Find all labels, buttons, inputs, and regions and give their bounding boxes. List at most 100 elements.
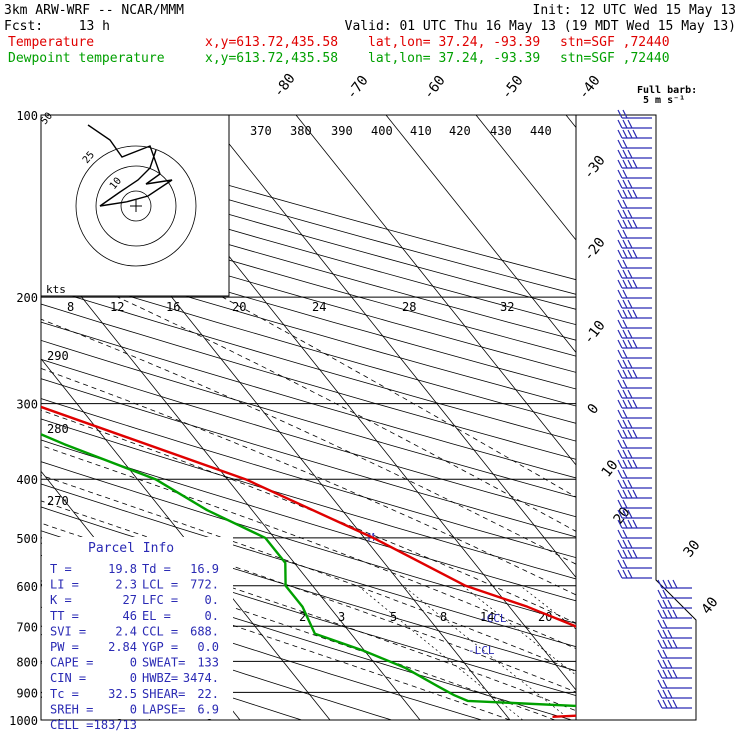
parcel-info-cell: CCL = — [142, 624, 178, 638]
isotherm-label: -50 — [499, 73, 527, 103]
parcel-info-cell: 16.9 — [190, 562, 219, 576]
wind-barb — [617, 529, 652, 539]
wind-barbs — [617, 109, 692, 709]
isotherm — [565, 115, 576, 129]
pressure-tick-label: 1000 — [9, 714, 38, 728]
isotherm — [645, 102, 740, 733]
dry-adiabat — [41, 252, 576, 407]
legend-temperature-stn: stn=SGF ,72440 — [560, 35, 670, 50]
wind-barb — [657, 609, 692, 619]
dry-adiabat — [41, 606, 394, 720]
isotherm-label: -40 — [576, 73, 604, 103]
theta-label: 290 — [47, 349, 69, 363]
wind-barb — [617, 499, 652, 509]
mixing-ratio-label: 3 — [338, 610, 345, 624]
parcel-info-cell: LCL = — [142, 578, 178, 592]
parcel-info-cell: CIN = — [50, 671, 86, 685]
wind-barb — [617, 469, 652, 479]
theta-label: 400 — [371, 124, 393, 138]
isotherm-label: -10 — [581, 318, 609, 348]
wind-barb — [657, 689, 692, 699]
wind-barb — [617, 269, 652, 279]
wind-barb — [617, 179, 652, 189]
parcel-info-cell: 772. — [190, 578, 219, 592]
wind-barb — [617, 259, 652, 269]
wind-barb — [617, 389, 652, 399]
isotherm-label: 30 — [681, 537, 704, 560]
pressure-tick-label: 200 — [16, 291, 38, 305]
legend-dewpoint-latlon: lat,lon= 37.24, -93.39 — [368, 51, 540, 66]
hodograph-trace — [87, 124, 173, 207]
dry-adiabat — [41, 269, 576, 424]
dry-adiabat — [41, 219, 576, 373]
isotherm-label: 40 — [699, 594, 722, 617]
isotherm — [41, 245, 421, 720]
parcel-info-cell: 6.9 — [197, 702, 219, 716]
wind-barb — [657, 699, 692, 709]
wind-barb — [617, 479, 652, 489]
wind-barb — [657, 579, 692, 589]
parcel-info-cell: EL = — [142, 609, 171, 623]
dry-adiabat — [41, 286, 576, 442]
theta-label: 270 — [47, 494, 69, 508]
parcel-info-cell: 0.0 — [197, 640, 219, 654]
isotherm — [475, 115, 576, 241]
pressure-tick-label: 900 — [16, 686, 38, 700]
wind-barb — [617, 249, 652, 259]
parcel-info-cell: LI = — [50, 578, 79, 592]
parcel-info-cell: 688. — [190, 624, 219, 638]
parcel-info-cell: CAPE = — [50, 656, 93, 670]
parcel-info-cell: 0 — [130, 671, 137, 685]
legend-dewpoint-xy: x,y=613.72,435.58 — [205, 51, 338, 66]
pressure-tick-label: 100 — [16, 109, 38, 123]
mixing-ratio-line — [641, 586, 740, 720]
moist-adiabat — [41, 318, 576, 565]
wind-barb — [617, 139, 652, 149]
parcel-info-cell: Tc = — [50, 687, 79, 701]
pressure-tick-label: 300 — [16, 398, 38, 412]
theta-label: 430 — [490, 124, 512, 138]
dewpoint-line — [41, 433, 576, 708]
wind-barb — [617, 399, 652, 409]
wind-barb — [617, 369, 652, 379]
wind-barb — [657, 629, 692, 639]
wind-barb — [657, 649, 692, 659]
parcel-info-cell: 0. — [205, 593, 219, 607]
pressure-tick-label: 600 — [16, 580, 38, 594]
parcel-info-cell: TT = — [50, 609, 79, 623]
wind-barb — [617, 149, 652, 159]
parcel-info-cell: SREH = — [50, 702, 93, 716]
dry-adiabat — [41, 461, 576, 624]
level-marker: -LCL — [468, 644, 495, 657]
legend-temperature-xy: x,y=613.72,435.58 — [205, 35, 338, 50]
parcel-info-cell: 19.8 — [108, 562, 137, 576]
mixing-ratio-label: 14 — [480, 610, 494, 624]
wind-barb — [617, 489, 652, 499]
wind-barb — [617, 109, 652, 119]
parcel-info-cell: SVI = — [50, 624, 86, 638]
wind-barb — [617, 459, 652, 469]
sounding-series — [41, 405, 576, 718]
wind-barb — [617, 129, 652, 139]
wind-barb — [617, 509, 652, 519]
mixing-ratio-line — [402, 585, 571, 720]
isotherm-label: -80 — [271, 71, 299, 101]
pressure-tick-label: 700 — [16, 620, 38, 634]
wind-barb — [657, 589, 692, 599]
legend-dewpoint: Dewpoint temperature — [8, 51, 165, 66]
dry-adiabat — [41, 303, 576, 460]
hodograph-ring — [95, 165, 177, 247]
parcel-info-cell: 0. — [205, 609, 219, 623]
wind-barb — [617, 219, 652, 229]
parcel-info-cell: 2.3 — [115, 578, 137, 592]
hodograph-unit: kts — [46, 283, 66, 296]
parcel-info-cell: PW = — [50, 640, 79, 654]
isotherm — [41, 358, 331, 720]
wind-barb — [617, 279, 652, 289]
parcel-info-cell: 133 — [197, 656, 219, 670]
isotherm — [295, 115, 576, 466]
barb-key-line2: 5 m s⁻¹ — [643, 95, 685, 106]
wind-barb — [657, 669, 692, 679]
dry-adiabat — [41, 321, 576, 479]
wind-barb — [617, 559, 652, 569]
